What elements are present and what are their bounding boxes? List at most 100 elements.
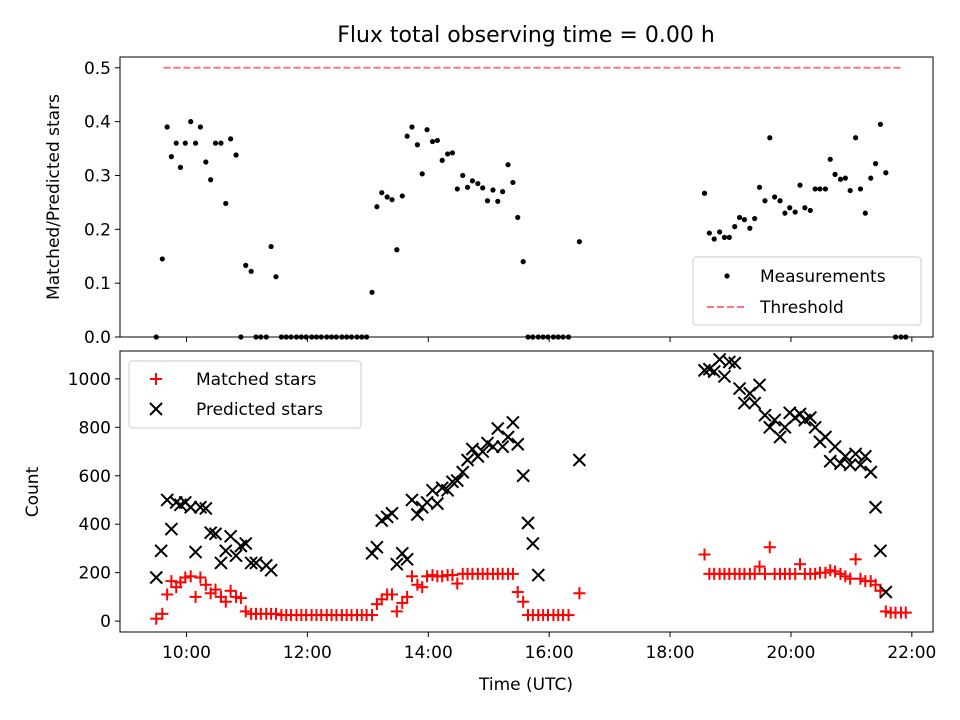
predicted-star-point xyxy=(717,369,732,384)
predicted-star-point xyxy=(460,453,475,467)
measurement-point xyxy=(379,190,385,196)
measurement-point xyxy=(192,140,199,146)
measurement-point xyxy=(409,124,415,130)
measurement-point xyxy=(872,161,879,167)
predicted-star-point xyxy=(239,536,253,551)
measurement-point xyxy=(464,184,471,190)
predicted-star-point xyxy=(495,439,510,454)
matched-star-point xyxy=(446,569,459,582)
measurement-point xyxy=(233,152,239,158)
top-y-axis-label: Matched/Predicted stars xyxy=(44,94,64,300)
predicted-star-point xyxy=(214,556,228,570)
predicted-star-point xyxy=(572,453,587,467)
measurement-point xyxy=(228,136,234,142)
legend-matched-label: Matched stars xyxy=(196,370,316,390)
chart-title: Flux total observing time = 0.00 h xyxy=(337,23,715,48)
matched-star-point xyxy=(421,570,434,583)
measurement-point xyxy=(576,239,582,245)
top-y-axis: 0.0 0.1 0.2 0.3 0.4 0.5 xyxy=(84,59,120,348)
predicted-star-point xyxy=(219,544,233,558)
matched-star-point xyxy=(269,607,282,620)
predicted-star-point xyxy=(491,421,505,436)
measurement-point xyxy=(434,137,440,144)
predicted-star-point xyxy=(728,356,742,370)
matched-star-point xyxy=(849,553,862,566)
predicted-star-point xyxy=(823,454,837,468)
measurement-point xyxy=(469,178,476,184)
predicted-star-point xyxy=(149,570,163,585)
measurement-point xyxy=(877,121,884,127)
predicted-star-point xyxy=(752,378,767,392)
bottom-y-tick-label: 200 xyxy=(79,564,111,584)
measurement-point xyxy=(182,140,188,146)
measurement-point xyxy=(717,229,723,235)
measurement-point xyxy=(490,187,496,193)
measurement-point xyxy=(807,207,813,214)
predicted-star-point xyxy=(405,493,419,507)
top-legend: Measurements Threshold xyxy=(692,256,922,326)
matched-star-point xyxy=(165,575,178,588)
measurement-point xyxy=(495,198,501,204)
bottom-plot-frame xyxy=(119,350,934,633)
measurement-point xyxy=(500,189,506,195)
predicted-star-point xyxy=(486,439,500,454)
predicted-star-point xyxy=(858,449,873,464)
bottom-x-tick-label: 22:00 xyxy=(887,643,936,663)
measurement-point xyxy=(741,217,748,223)
measurement-point xyxy=(429,138,436,145)
measurement-point xyxy=(736,214,743,221)
predicted-star-point xyxy=(712,352,727,367)
bottom-y-axis: 0 200 400 600 800 1000 xyxy=(68,370,120,632)
measurement-point xyxy=(197,124,203,130)
matched-star-point xyxy=(150,612,163,625)
predicted-star-point xyxy=(475,444,490,459)
matched-star-point xyxy=(386,588,399,601)
predicted-star-point xyxy=(199,501,213,516)
predicted-star-point xyxy=(203,525,218,540)
measurement-point xyxy=(454,186,460,192)
matched-star-point xyxy=(436,570,449,583)
bottom-y-axis-label: Count xyxy=(23,466,43,517)
measurement-point xyxy=(484,198,491,204)
measurement-point xyxy=(389,197,395,203)
matched-star-point xyxy=(517,595,530,608)
measurement-point xyxy=(404,133,410,139)
top-legend-box xyxy=(692,256,922,326)
predicted-star-point xyxy=(732,381,747,396)
measurement-point xyxy=(732,224,738,230)
measurement-point xyxy=(188,119,194,125)
bottom-x-tick-label: 10:00 xyxy=(162,643,211,663)
measurement-point xyxy=(726,234,732,240)
measurement-point xyxy=(414,142,420,148)
predicted-star-point xyxy=(531,568,545,582)
measurement-point xyxy=(762,198,768,204)
top-plot-frame xyxy=(119,56,934,338)
matched-star-point xyxy=(451,577,464,590)
predicted-star-point xyxy=(184,500,198,514)
measurement-point xyxy=(159,256,165,262)
measurement-point xyxy=(832,171,838,177)
measurement-point xyxy=(419,171,425,177)
measurement-point xyxy=(721,234,728,240)
measurement-point xyxy=(164,124,170,130)
measurement-point xyxy=(792,209,798,215)
matched-star-point xyxy=(698,548,711,561)
matched-star-point xyxy=(844,572,857,585)
predicted-star-point xyxy=(868,500,883,514)
matched-star-point xyxy=(390,605,403,618)
measurement-point xyxy=(394,247,400,253)
measurement-point xyxy=(480,185,486,191)
predicted-star-point xyxy=(767,413,782,427)
measurement-point xyxy=(168,154,174,160)
predicted-star-point xyxy=(370,540,384,554)
matched-star-point xyxy=(156,607,169,620)
matched-star-point xyxy=(396,596,409,609)
predicted-star-point xyxy=(456,465,470,479)
bottom-panel: 0 200 400 600 800 1000 10:00 12:00 14:00 16:00 18… xyxy=(23,350,936,695)
predicted-star-point xyxy=(410,507,425,522)
matched-star-point xyxy=(829,565,842,578)
predicted-star-point xyxy=(747,396,762,410)
predicted-star-point xyxy=(385,506,399,521)
bottom-data-marks xyxy=(149,352,912,625)
measurement-point xyxy=(701,190,708,196)
